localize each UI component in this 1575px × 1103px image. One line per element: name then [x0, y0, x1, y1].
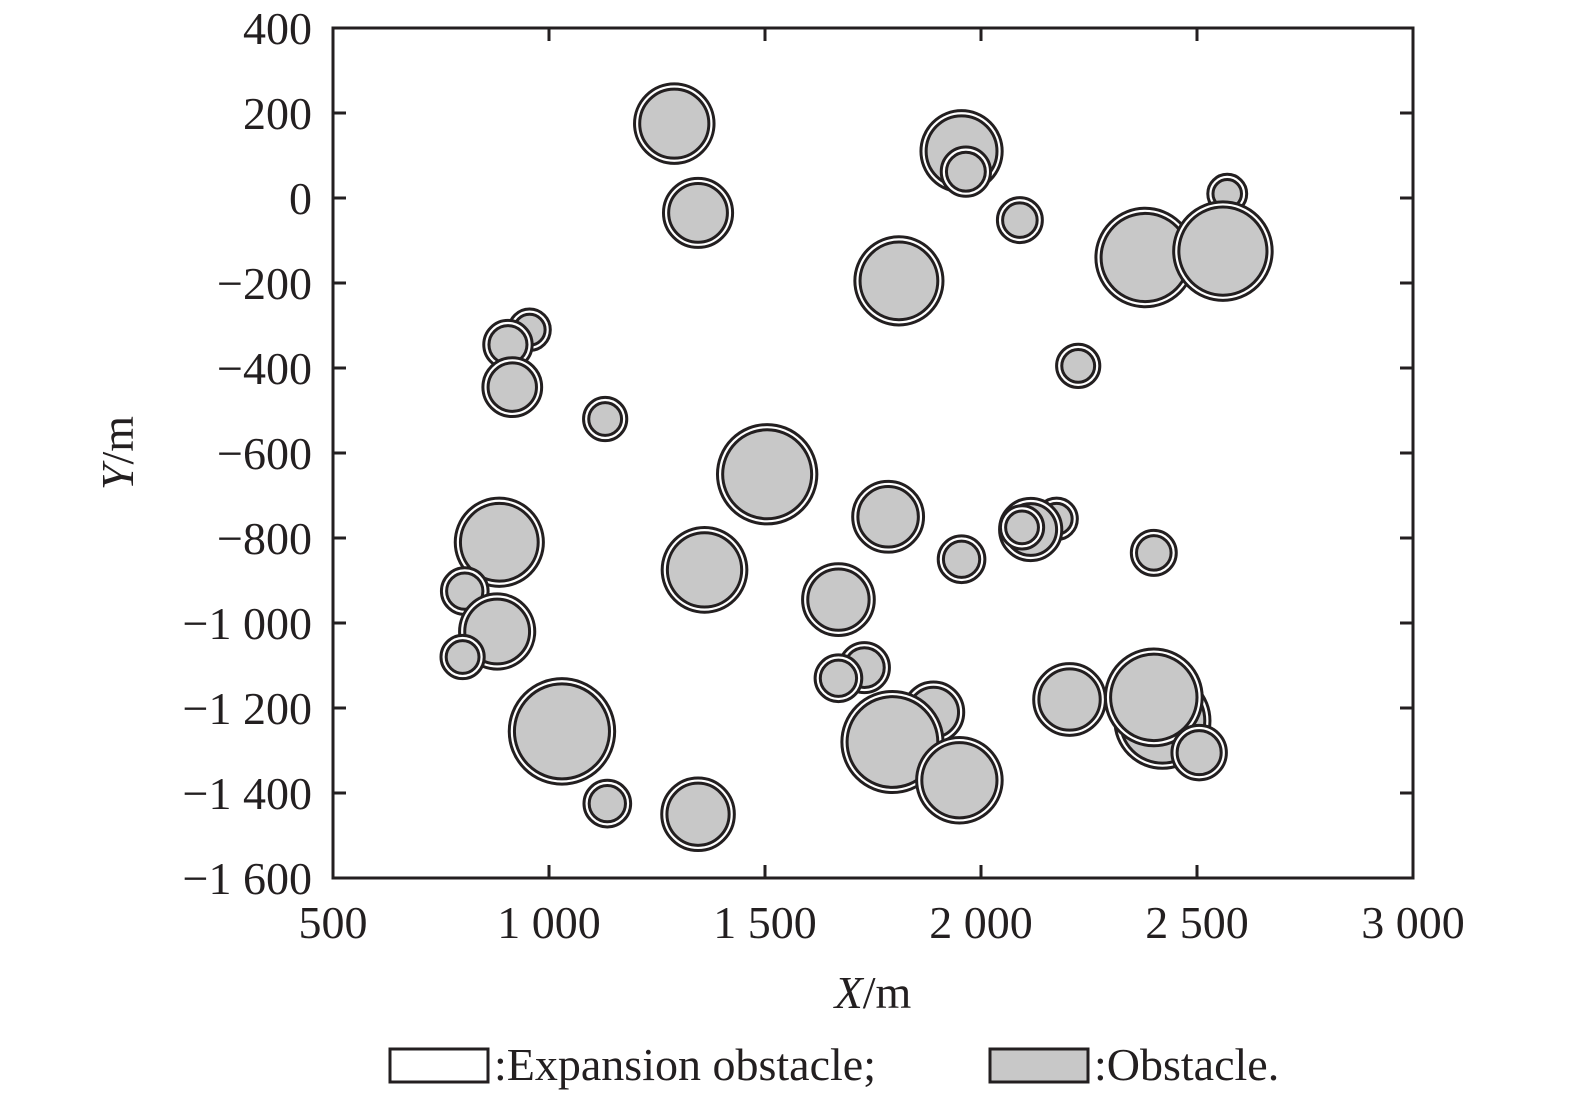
obstacle-circle — [944, 150, 987, 193]
obstacle-26 — [439, 633, 486, 681]
obstacle-circle — [444, 639, 481, 675]
obstacle-4 — [995, 196, 1044, 245]
obstacle-38 — [1170, 723, 1228, 782]
obstacle-19 — [936, 534, 987, 585]
y-axis-unit: /m — [92, 416, 143, 465]
obstacle-23 — [801, 562, 876, 637]
obstacle-circle — [1004, 509, 1040, 546]
obstacle-circle — [665, 531, 744, 609]
obstacle-3 — [939, 145, 993, 198]
obstacle-circle — [858, 240, 940, 322]
obstacle-7 — [1094, 206, 1196, 309]
obstacle-circle — [721, 428, 814, 521]
obstacle-15 — [851, 479, 926, 554]
obstacle-circle — [1177, 205, 1269, 297]
obstacle-31 — [915, 735, 1004, 825]
obstacle-11 — [481, 356, 544, 419]
x-axis-var: X — [833, 967, 865, 1018]
obstacle-circle — [665, 781, 731, 847]
x-tick-label: 500 — [299, 897, 368, 948]
obstacle-22 — [660, 526, 749, 614]
obstacle-circle — [512, 682, 611, 781]
obstacle-34 — [660, 776, 736, 853]
tick-labels-layer: 500 1 000 1 500 2 000 2 500 3 000 400 200 0 −200 −… — [183, 3, 1465, 948]
y-axis-var: Y — [92, 460, 143, 490]
x-tick-label: 2 500 — [1145, 897, 1249, 948]
obstacle-circle — [920, 741, 999, 820]
obstacle-circle — [1001, 201, 1039, 239]
obstacle-21 — [453, 496, 545, 588]
x-tick-label: 1 500 — [713, 897, 817, 948]
y-tick-label: 0 — [289, 173, 312, 224]
obstacle-circle — [1037, 667, 1102, 732]
y-axis-title: Y/m — [92, 416, 143, 490]
obstacle-circle — [1060, 347, 1097, 384]
obstacle-28 — [813, 653, 864, 704]
x-axis-unit: /m — [863, 967, 912, 1018]
obstacle-circle — [856, 485, 920, 549]
y-tick-label: −1 000 — [183, 598, 312, 649]
y-tick-label: −400 — [217, 343, 312, 394]
x-tick-label: 2 000 — [929, 897, 1033, 948]
obstacle-18 — [998, 504, 1046, 551]
obstacle-20 — [1129, 528, 1178, 577]
x-tick-label: 1 000 — [497, 897, 601, 948]
legend: :Expansion obstacle; :Obstacle. — [388, 1039, 1279, 1090]
obstacle-circle — [458, 501, 540, 583]
y-tick-label: −1 200 — [183, 683, 312, 734]
obstacle-circle — [806, 567, 871, 632]
legend-swatch-expansion — [388, 1047, 490, 1084]
obstacles-layer — [439, 82, 1274, 853]
obstacle-circle — [667, 181, 729, 244]
x-tick-label: 3 000 — [1361, 897, 1465, 948]
obstacle-circle — [486, 361, 538, 413]
obstacle-0 — [633, 82, 716, 165]
obstacle-circle — [1135, 534, 1173, 572]
obstacle-35 — [1032, 662, 1107, 737]
legend-label-expansion: :Expansion obstacle; — [494, 1039, 876, 1090]
x-axis-title: X/m — [833, 967, 912, 1018]
y-tick-label: −200 — [217, 258, 312, 309]
y-tick-label: 400 — [243, 3, 312, 54]
obstacle-circle — [638, 87, 711, 160]
obstacle-circle — [941, 539, 982, 579]
legend-swatch-obstacle — [988, 1047, 1090, 1084]
obstacle-1 — [661, 176, 735, 249]
obstacle-circle — [1175, 729, 1223, 777]
obstacle-33 — [582, 778, 633, 829]
obstacle-32 — [507, 677, 617, 786]
y-tick-label: −600 — [217, 428, 312, 479]
obstacle-circle — [587, 401, 624, 437]
obstacle-circle — [818, 658, 859, 698]
y-tick-label: −1 400 — [183, 768, 312, 819]
obstacle-12 — [582, 395, 629, 443]
obstacle-37 — [1103, 647, 1204, 748]
legend-label-obstacle: :Obstacle. — [1094, 1039, 1279, 1090]
y-tick-label: −1 600 — [183, 853, 312, 904]
y-tick-label: 200 — [243, 88, 312, 139]
obstacle-13 — [1055, 342, 1102, 389]
obstacle-circle — [1109, 652, 1199, 743]
obstacle-8 — [1172, 200, 1274, 302]
y-tick-label: −800 — [217, 513, 312, 564]
ticks-layer — [331, 26, 1415, 880]
obstacle-circle — [587, 783, 627, 824]
obstacle-6 — [853, 235, 945, 327]
obstacle-14 — [715, 423, 819, 526]
